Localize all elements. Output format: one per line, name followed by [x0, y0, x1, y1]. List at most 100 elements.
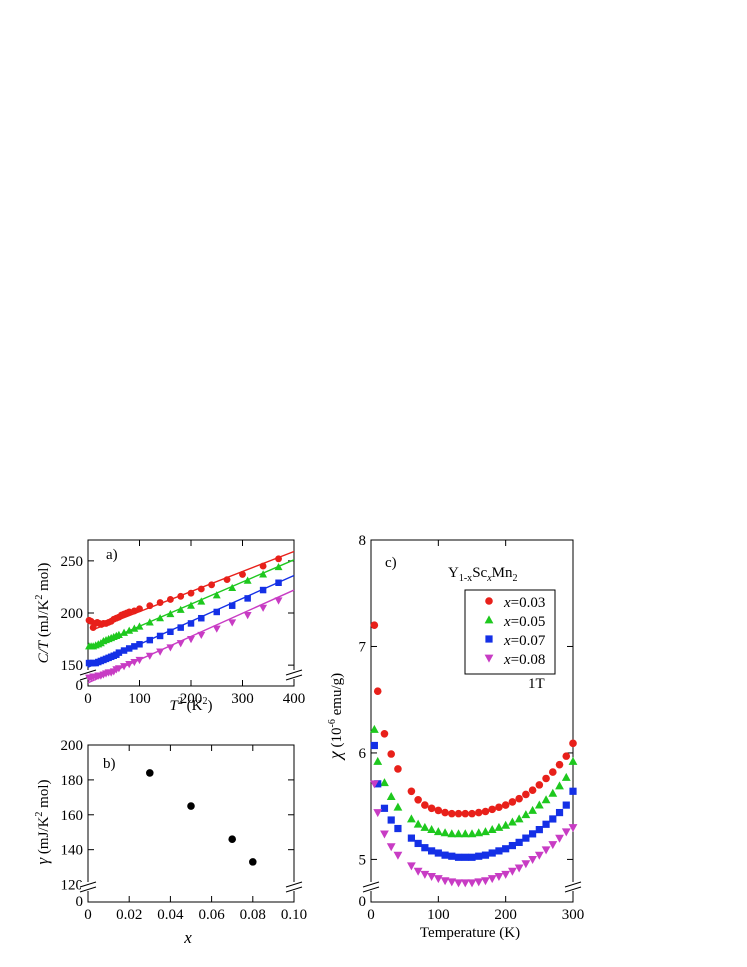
data-point-magenta: [427, 873, 436, 882]
x-tick-label: 0.02: [116, 907, 142, 923]
panel-b-y-axis-label: γ (mJ/K2 mol): [33, 779, 52, 864]
data-point-magenta: [212, 625, 221, 633]
data-point-green: [373, 756, 383, 765]
data-point-red: [239, 570, 246, 578]
data-point-red: [508, 798, 517, 806]
data-point-blue: [213, 608, 220, 616]
x-tick-label: 0.08: [240, 907, 266, 923]
data-point-green: [474, 828, 484, 837]
panel-a-ticks: 0 100 200 300 400 150 200 250: [61, 540, 305, 707]
data-point-green: [433, 827, 443, 836]
panel-a-y-zero-label: 0: [76, 678, 84, 694]
data-point-magenta: [460, 879, 470, 888]
panel-c-y-zero-label: 0: [359, 894, 367, 910]
data-point-green: [447, 829, 457, 838]
y-tick-label: 250: [61, 554, 84, 570]
data-point-magenta: [197, 631, 206, 640]
data-point-magenta: [487, 875, 497, 884]
legend-label: x=0.03: [503, 595, 545, 611]
data-point-blue: [428, 847, 436, 855]
data-point-magenta: [474, 878, 484, 887]
panel-c-susceptibility: c) Y1-xScxMn2 x=0.03 x=0.05 x=0.07 x=0.08 1…: [325, 533, 584, 941]
data-point-green: [393, 802, 403, 811]
data-point-red: [555, 760, 564, 769]
data-point-magenta: [528, 856, 537, 865]
y-tick-label: 120: [61, 878, 84, 894]
data-point-green: [120, 628, 129, 636]
panel-b-label: b): [103, 756, 116, 772]
y-tick-label: 180: [61, 773, 84, 789]
panel-a-x-axis-label: T2 (K2): [170, 696, 213, 714]
data-point-red: [136, 605, 143, 613]
data-point-blue: [187, 620, 195, 627]
data-point-magenta: [187, 636, 195, 644]
data-point-red: [156, 599, 164, 606]
panel-b-x-axis-label: x: [183, 928, 192, 947]
data-point-blue: [475, 852, 483, 860]
data-point-red: [562, 752, 571, 760]
data-point-green: [130, 624, 139, 632]
legend-marker-red: [485, 597, 493, 605]
data-point-blue: [421, 844, 429, 852]
data-point-red: [488, 805, 497, 814]
data-point-green: [460, 829, 470, 838]
data-point-magenta: [243, 612, 252, 620]
data-point-red: [146, 602, 154, 610]
data-point-red: [208, 581, 216, 589]
data-point-green: [548, 788, 558, 797]
data-point-red: [380, 729, 389, 738]
data-point-magenta: [120, 663, 129, 671]
data-point-red: [528, 786, 537, 795]
y-tick-label: 160: [61, 808, 84, 824]
x-tick-label: 200: [180, 691, 203, 707]
data-point-blue: [244, 595, 251, 602]
data-point-green: [541, 795, 551, 804]
data-point-green: [156, 614, 165, 622]
data-point-magenta: [534, 851, 544, 860]
legend-label: x=0.08: [503, 652, 545, 668]
data-point-red: [223, 576, 231, 584]
data-point-red: [454, 809, 463, 818]
data-point-blue: [562, 801, 570, 809]
data-point-red: [434, 806, 443, 815]
data-point-green: [528, 805, 537, 814]
data-point-black: [249, 858, 257, 866]
y-tick-label: 140: [61, 843, 84, 859]
x-tick-label: 100: [128, 691, 151, 707]
x-tick-label: 300: [562, 907, 585, 923]
data-point-red: [468, 809, 476, 818]
data-point-blue: [131, 643, 138, 650]
data-point-magenta: [125, 661, 134, 669]
data-point-magenta: [420, 870, 430, 879]
data-point-red: [421, 801, 429, 809]
data-point-green: [521, 810, 531, 819]
data-point-magenta: [568, 824, 578, 833]
data-point-magenta: [555, 834, 564, 843]
data-point-green: [508, 817, 517, 826]
data-point-red: [542, 774, 550, 783]
data-point-green: [212, 591, 221, 599]
data-point-blue: [125, 645, 133, 652]
data-point-green: [243, 576, 252, 584]
data-point-red: [394, 765, 402, 773]
data-point-magenta: [156, 648, 165, 656]
data-point-blue: [136, 641, 143, 648]
data-point-magenta: [373, 809, 383, 818]
data-point-blue: [502, 845, 510, 853]
data-point-magenta: [135, 656, 144, 665]
data-point-magenta: [433, 875, 443, 884]
data-point-red: [387, 750, 396, 758]
x-tick-label: 0: [84, 691, 92, 707]
y-tick-label: 8: [359, 533, 367, 549]
data-point-green: [259, 570, 268, 578]
panel-b-marks: [146, 769, 257, 866]
data-point-green: [114, 630, 123, 638]
data-point-red: [461, 809, 470, 818]
data-point-blue: [468, 853, 476, 861]
data-point-green: [481, 827, 490, 836]
data-point-blue: [115, 649, 123, 656]
y-tick-label: 5: [359, 852, 367, 868]
data-point-magenta: [514, 864, 524, 873]
data-point-red: [407, 787, 416, 796]
